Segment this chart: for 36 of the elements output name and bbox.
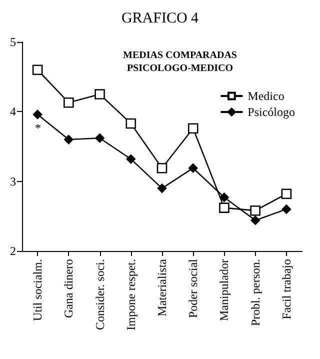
point [64,97,74,108]
point [126,154,136,164]
point [188,123,198,134]
text: MEDIAS COMPARADAS PSICOLOGO-MEDICO [123,50,238,74]
point [126,118,136,129]
point [250,216,260,225]
x-tick-label: Manipulador [217,259,232,321]
chart-title: GRAFICO 4 [121,10,200,26]
point [64,134,74,144]
point [32,110,42,120]
point [188,163,198,173]
point [95,133,104,143]
x-tick-label: Facil trabajo [279,259,294,320]
y-tick-label: 5 [10,35,16,49]
x-tick-label: Probl. person. [248,259,262,326]
point [156,162,168,174]
point [157,184,167,193]
x-tick-label: Util socialm. [30,259,45,321]
x-tick-label: Consider. soci. [92,259,107,330]
y-tick-label: 2 [10,244,16,258]
legend-label: Psicólogo [248,105,296,119]
x-tick-label: Poder social [186,258,200,318]
x-tick-label: Materialista [155,258,169,316]
annotation: * [35,121,41,135]
point [250,205,260,216]
point [219,202,230,213]
x-tick-label: Gana dinero [62,259,76,318]
y-tick-label: 4 [10,104,16,119]
point [94,89,105,100]
point [32,64,43,76]
point [220,192,229,202]
point [281,188,292,200]
y-tick-label: 3 [10,174,16,188]
x-tick-label: Impone respet. [124,259,138,330]
point [282,204,292,214]
legend-label: Medico [248,89,284,103]
